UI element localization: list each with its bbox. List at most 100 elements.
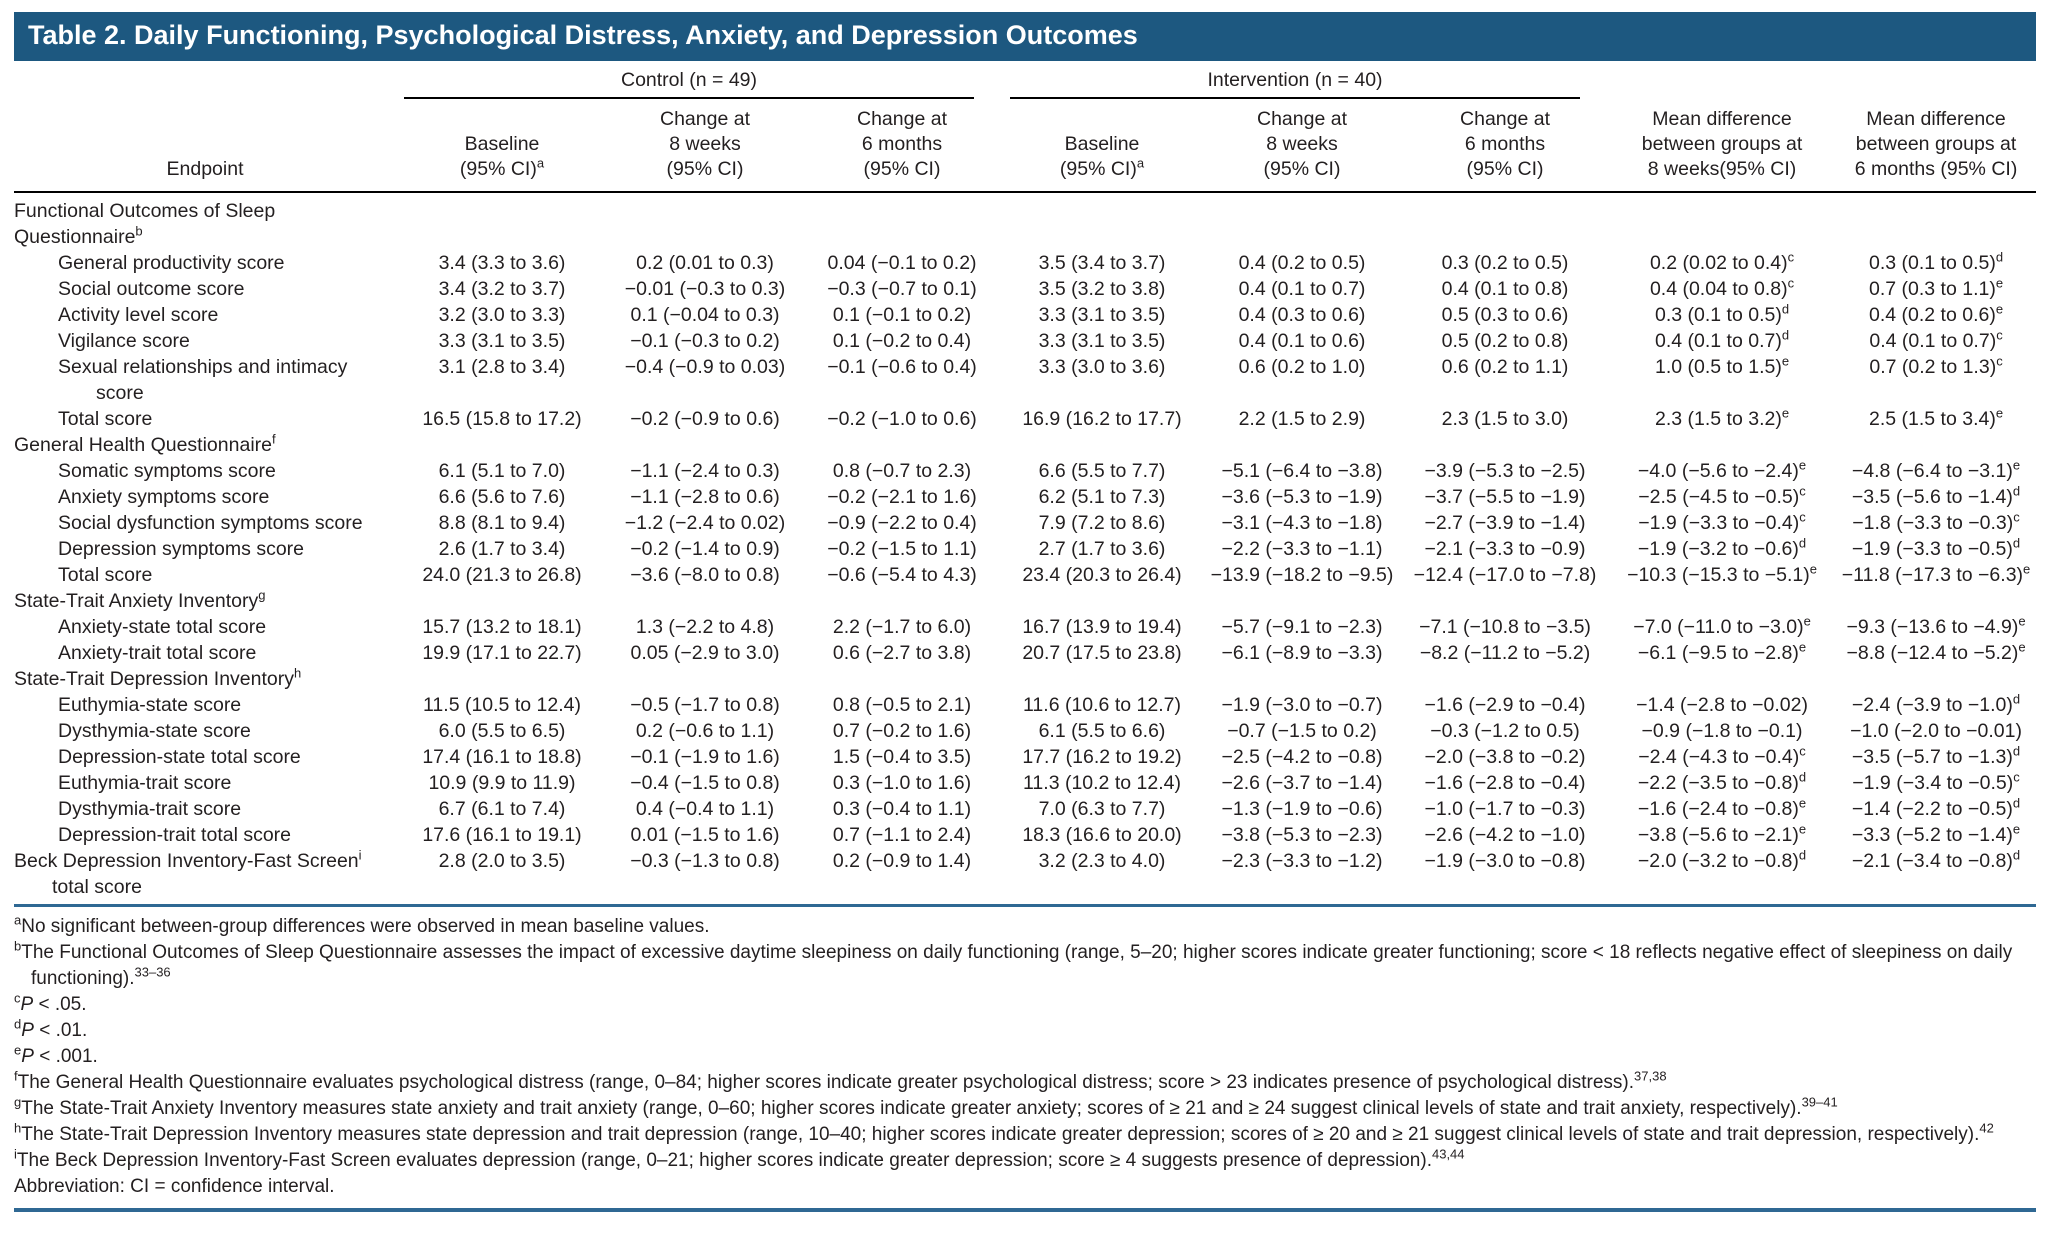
value-cell: 6.0 (5.5 to 6.5) <box>438 720 566 742</box>
value-cell: −0.9 (−1.8 to −0.1) <box>1641 720 1803 742</box>
value-cell: 2.3 (1.5 to 3.2)e <box>1655 405 1790 431</box>
endpoint-label: State-Trait Depression Inventoryh <box>14 665 302 691</box>
table-row: Social dysfunction symptoms score 8.8 (8.… <box>14 510 2036 536</box>
table-row: General productivity score 3.4 (3.3 to 3.… <box>14 250 2036 276</box>
value-cell: 0.7 (0.3 to 1.1)e <box>1869 275 2004 301</box>
value-cell: 1.3 (−2.2 to 4.8) <box>635 616 775 638</box>
table-row: Euthymia-state score 11.5 (10.5 to 12.4) −… <box>14 692 2036 718</box>
table-row: Anxiety-state total score 15.7 (13.2 to 1… <box>14 614 2036 640</box>
value-cell: −1.6 (−2.9 to −0.4) <box>1424 694 1586 716</box>
group-control-label: Control (n = 49) <box>404 69 974 99</box>
footnote: eP < .001. <box>14 1042 98 1067</box>
value-cell: −7.1 (−10.8 to −3.5) <box>1419 616 1591 638</box>
endpoint-label: Sexual relationships and intimacy score <box>58 356 348 404</box>
table-row: Anxiety-trait total score 19.9 (17.1 to 2… <box>14 640 2036 666</box>
value-cell: 3.4 (3.3 to 3.6) <box>438 252 566 274</box>
value-cell: 7.0 (6.3 to 7.7) <box>1038 798 1166 820</box>
value-cell: 11.3 (10.2 to 12.4) <box>1023 772 1181 794</box>
page: Table 2. Daily Functioning, Psychologica… <box>14 12 2037 1212</box>
endpoint-label: General Health Questionnairef <box>14 431 276 457</box>
value-cell: 0.5 (0.3 to 0.6) <box>1441 304 1569 326</box>
value-cell: −10.3 (−15.3 to −5.1)e <box>1627 561 1817 587</box>
value-cell: 2.3 (1.5 to 3.0) <box>1441 408 1569 430</box>
value-cell: 0.4 (0.1 to 0.7)d <box>1655 327 1790 353</box>
value-cell: −5.7 (−9.1 to −2.3) <box>1221 616 1383 638</box>
value-cell: −1.1 (−2.8 to 0.6) <box>630 486 780 508</box>
column-header: Change at 8 weeks (95% CI) <box>1202 99 1402 193</box>
value-cell: −1.1 (−2.4 to 0.3) <box>630 460 780 482</box>
endpoint-label: Depression symptoms score <box>58 538 304 560</box>
value-cell: 0.3 (−0.4 to 1.1) <box>832 798 972 820</box>
empty-cells <box>396 432 2036 458</box>
column-header: Change at 6 months (95% CI) <box>1402 99 1609 193</box>
value-cell: −0.1 (−1.9 to 1.6) <box>630 746 780 768</box>
value-cell: 6.1 (5.1 to 7.0) <box>438 460 566 482</box>
value-cell: −0.4 (−0.9 to 0.03) <box>624 356 786 378</box>
table-row: Total score 16.5 (15.8 to 17.2) −0.2 (−0.9… <box>14 406 2036 432</box>
value-cell: 19.9 (17.1 to 22.7) <box>422 642 582 664</box>
value-cell: −2.1 (−3.4 to −0.8)d <box>1851 847 2021 873</box>
value-cell: 0.3 (0.1 to 0.5)d <box>1655 301 1790 327</box>
endpoint-label: Anxiety-trait total score <box>58 642 257 664</box>
table-row: Beck Depression Inventory-Fast Screeni t… <box>14 848 2036 900</box>
value-cell: −0.2 (−1.5 to 1.1) <box>827 538 977 560</box>
column-header: Change at 8 weeks (95% CI) <box>608 99 802 193</box>
section-header-row: State-Trait Anxiety Inventoryg <box>14 588 2036 614</box>
footnote: cP < .05. <box>14 990 87 1015</box>
value-cell: 0.4 (0.1 to 0.7)c <box>1869 327 2003 353</box>
value-cell: −2.1 (−3.3 to −0.9) <box>1424 538 1586 560</box>
endpoint-label: State-Trait Anxiety Inventoryg <box>14 587 266 613</box>
endpoint-label: Euthymia-trait score <box>58 772 232 794</box>
footnotes: aNo significant between-group difference… <box>14 914 2036 1200</box>
value-cell: −0.2 (−1.0 to 0.6) <box>827 408 977 430</box>
value-cell: 0.3 (0.1 to 0.5)d <box>1869 249 2004 275</box>
value-cell: −3.1 (−4.3 to −1.8) <box>1221 512 1383 534</box>
section-header-row: General Health Questionnairef <box>14 432 2036 458</box>
value-cell: 0.01 (−1.5 to 1.6) <box>630 824 780 846</box>
value-cell: −1.6 (−2.8 to −0.4) <box>1424 772 1586 794</box>
value-cell: 16.5 (15.8 to 17.2) <box>422 408 582 430</box>
footnote: aNo significant between-group difference… <box>14 912 710 937</box>
value-cell: −3.8 (−5.3 to −2.3) <box>1221 824 1383 846</box>
value-cell: 0.4 (0.1 to 0.7) <box>1238 278 1366 300</box>
empty-cells <box>396 588 2036 614</box>
value-cell: 16.7 (13.9 to 19.4) <box>1022 616 1182 638</box>
value-cell: −0.3 (−0.7 to 0.1) <box>827 278 977 300</box>
table-row: Activity level score 3.2 (3.0 to 3.3) 0.1 … <box>14 302 2036 328</box>
footnote: hThe State-Trait Depression Inventory me… <box>14 1120 1994 1145</box>
value-cell: 0.7 (−1.1 to 2.4) <box>832 824 972 846</box>
value-cell: −0.1 (−0.6 to 0.4) <box>827 356 977 378</box>
value-cell: 18.3 (16.6 to 20.0) <box>1022 824 1182 846</box>
value-cell: −3.5 (−5.6 to −1.4)d <box>1851 483 2021 509</box>
value-cell: −2.7 (−3.9 to −1.4) <box>1424 512 1586 534</box>
value-cell: −0.6 (−5.4 to 4.3) <box>827 564 977 586</box>
footnote: gThe State-Trait Anxiety Inventory measu… <box>14 1094 1838 1119</box>
group-spacer-right <box>1608 63 2036 99</box>
value-cell: −1.9 (−3.0 to −0.8) <box>1424 850 1586 872</box>
empty-cells <box>396 192 2036 250</box>
value-cell: 0.7 (−0.2 to 1.6) <box>832 720 972 742</box>
value-cell: 3.3 (3.0 to 3.6) <box>1038 356 1166 378</box>
value-cell: −1.0 (−2.0 to −0.01) <box>1850 720 2022 742</box>
table-row: Somatic symptoms score 6.1 (5.1 to 7.0) −1… <box>14 458 2036 484</box>
column-header: Change at 6 months (95% CI) <box>802 99 1002 193</box>
value-cell: −8.8 (−12.4 to −5.2)e <box>1846 639 2026 665</box>
value-cell: 0.4 (0.1 to 0.8) <box>1441 278 1569 300</box>
value-cell: 0.2 (0.01 to 0.3) <box>636 252 774 274</box>
endpoint-label: Beck Depression Inventory-Fast Screeni t… <box>14 847 362 899</box>
value-cell: 0.3 (−1.0 to 1.6) <box>832 772 972 794</box>
value-cell: 2.5 (1.5 to 3.4)e <box>1869 405 2004 431</box>
empty-cells <box>396 666 2036 692</box>
value-cell: 0.04 (−0.1 to 0.2) <box>827 252 977 274</box>
value-cell: 6.6 (5.6 to 7.6) <box>438 486 566 508</box>
value-cell: −1.9 (−3.4 to −0.5)c <box>1852 769 2020 795</box>
value-cell: 15.7 (13.2 to 18.1) <box>422 616 582 638</box>
endpoint-label: Somatic symptoms score <box>58 460 276 482</box>
value-cell: 0.4 (−0.4 to 1.1) <box>635 798 775 820</box>
value-cell: 2.2 (1.5 to 2.9) <box>1238 408 1366 430</box>
footnote: dP < .01. <box>14 1016 88 1041</box>
value-cell: 3.3 (3.1 to 3.5) <box>438 330 566 352</box>
table-row: Depression-trait total score 17.6 (16.1 t… <box>14 822 2036 848</box>
value-cell: −0.3 (−1.3 to 0.8) <box>630 850 780 872</box>
value-cell: −12.4 (−17.0 to −7.8) <box>1413 564 1597 586</box>
